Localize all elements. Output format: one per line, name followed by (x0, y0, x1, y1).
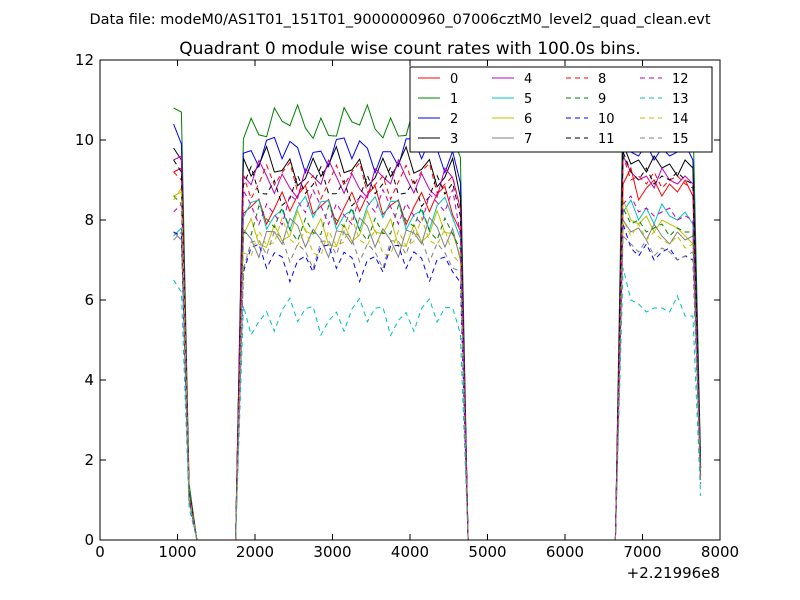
plot-lines (173, 91, 702, 541)
series-line-5 (173, 195, 702, 541)
series-line-8 (173, 155, 702, 541)
y-tick-label: 0 (84, 531, 94, 549)
legend-label: 3 (450, 132, 458, 147)
y-tick-label: 12 (75, 51, 94, 69)
series-line-15 (173, 229, 702, 541)
y-tick-label: 6 (84, 291, 94, 309)
series-line-10 (173, 223, 702, 541)
figure-suptitle: Data file: modeM0/AS1T01_151T01_90000009… (89, 12, 710, 28)
legend-label: 15 (672, 132, 689, 147)
x-tick-label: 8000 (701, 543, 739, 561)
series-line-12 (173, 188, 702, 541)
legend-label: 14 (672, 112, 689, 127)
legend-label: 5 (524, 92, 532, 107)
series-line-11 (173, 151, 702, 541)
legend-label: 4 (524, 72, 532, 87)
series-line-0 (173, 166, 702, 541)
legend-label: 10 (598, 112, 615, 127)
series-line-13 (173, 267, 702, 541)
x-tick-label: 1000 (158, 543, 196, 561)
legend-label: 6 (524, 112, 532, 127)
x-tick-label: 5000 (468, 543, 506, 561)
legend-label: 13 (672, 92, 689, 107)
x-tick-label: 4000 (391, 543, 429, 561)
legend-label: 2 (450, 112, 458, 127)
x-tick-label: 2000 (236, 543, 274, 561)
y-tick-label: 10 (75, 131, 94, 149)
chart-title: Quadrant 0 module wise count rates with … (179, 39, 640, 59)
legend-label: 1 (450, 92, 458, 107)
y-tick-label: 8 (84, 211, 94, 229)
legend-label: 7 (524, 132, 532, 147)
series-line-3 (173, 143, 702, 541)
x-tick-label: 7000 (623, 543, 661, 561)
x-tick-label: 0 (95, 543, 105, 561)
x-tick-label: 3000 (313, 543, 351, 561)
axis-ticks: 0 1000 2000 3000 4000 5000 6000 7000 80000246810… (75, 51, 739, 561)
legend-label: 11 (598, 132, 615, 147)
y-tick-label: 4 (84, 371, 94, 389)
legend-label: 9 (598, 92, 606, 107)
series-line-9 (173, 195, 702, 541)
legend-label: 12 (672, 72, 689, 87)
y-tick-label: 2 (84, 451, 94, 469)
x-tick-label: 6000 (546, 543, 584, 561)
legend-label: 8 (598, 72, 606, 87)
x-axis-offset-label: +2.21996e8 (627, 564, 720, 582)
series-line-14 (173, 186, 702, 541)
legend-label: 0 (450, 72, 458, 87)
